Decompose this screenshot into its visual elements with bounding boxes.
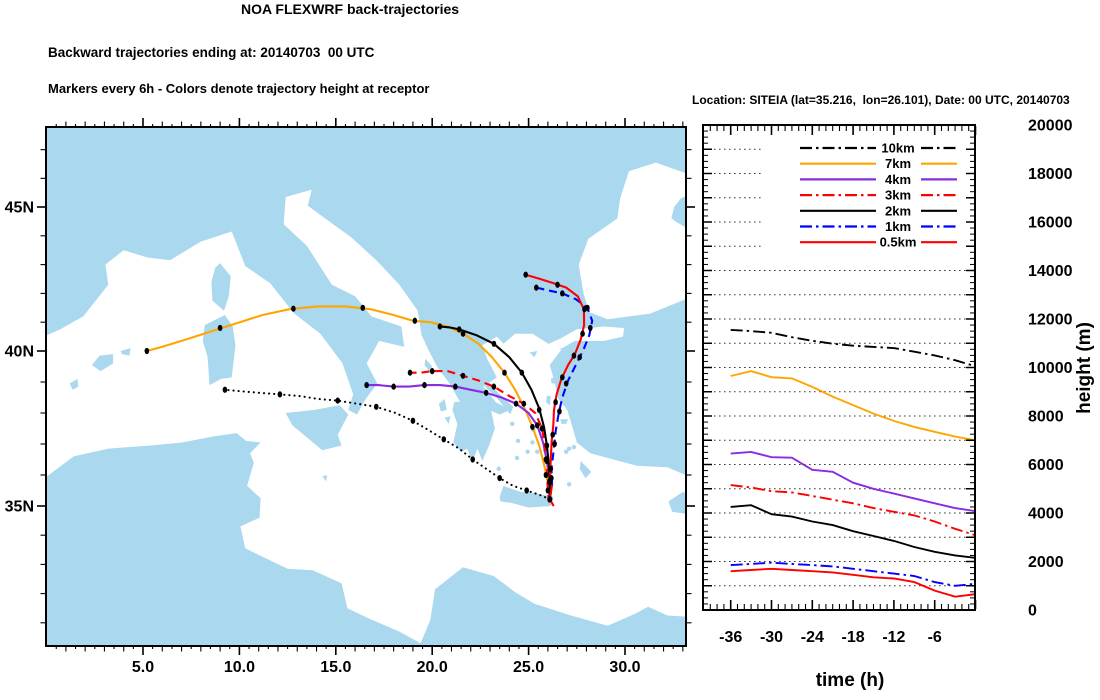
map-panel xyxy=(46,127,686,646)
height-tick-label: 18000 xyxy=(1028,166,1073,183)
map-lon-tick-label: 5.0 xyxy=(132,659,154,676)
legend-label-3km: 3km xyxy=(885,188,911,203)
height-tick-label: 10000 xyxy=(1028,360,1073,377)
legend-label-10km: 10km xyxy=(881,141,914,156)
trajectory-0.5km-map xyxy=(525,273,586,500)
height-tick-label: 12000 xyxy=(1028,312,1073,329)
legend-label-1km: 1km xyxy=(885,219,911,234)
height-tick-label: 4000 xyxy=(1028,506,1064,523)
series-2km xyxy=(730,504,975,559)
series-7km xyxy=(730,370,975,442)
time-tick-label: -12 xyxy=(882,629,905,646)
map-lon-tick-label: 15.0 xyxy=(320,659,351,676)
series-0.5km xyxy=(730,567,975,598)
time-tick-label: -36 xyxy=(719,629,742,646)
legend-label-0.5km: 0.5km xyxy=(880,235,917,250)
series-1km xyxy=(730,561,975,587)
height-tick-label: 8000 xyxy=(1028,409,1064,426)
time-tick-label: -30 xyxy=(760,629,783,646)
map-lon-tick-label: 10.0 xyxy=(224,659,255,676)
trajectory-1km-map xyxy=(536,286,594,500)
time-tick-label: -18 xyxy=(842,629,865,646)
legend-label-4km: 4km xyxy=(885,172,911,187)
plot-axes: -36 -30 -24 -18 -12 -6 0 2000 4000 6000 8000 10000 1… xyxy=(702,118,1073,646)
height-tick-label: 0 xyxy=(1028,603,1037,620)
map-lon-tick-label: 25.0 xyxy=(513,659,544,676)
time-tick-label: -24 xyxy=(801,629,824,646)
time-axis-title: time (h) xyxy=(815,670,885,691)
location-title: Location: SITEIA (lat=35.216, lon=26.101… xyxy=(692,93,1070,107)
height-tick-label: 2000 xyxy=(1028,554,1064,571)
map-lat-tick-label: 40N xyxy=(5,344,34,361)
map-lon-tick-label: 30.0 xyxy=(609,659,640,676)
map-axes: 5.0 10.0 15.0 20.0 25.0 30.0 35N 40N 45N xyxy=(5,118,695,676)
height-tick-label: 14000 xyxy=(1028,263,1073,280)
trajectory-markers xyxy=(144,271,593,503)
series-4km xyxy=(730,450,975,512)
height-tick-label: 16000 xyxy=(1028,215,1073,232)
gridlines xyxy=(704,148,974,587)
coastline-land xyxy=(46,127,686,646)
legend-box xyxy=(762,138,968,252)
legend-label-2km: 2km xyxy=(885,203,911,218)
height-tick-label: 20000 xyxy=(1028,118,1073,135)
height-series xyxy=(730,328,975,598)
main-title: NOA FLEXWRF back-trajectories xyxy=(240,1,460,17)
subtitle-ending-time: Backward trajectories ending at: 2014070… xyxy=(48,45,375,60)
sea-overlays xyxy=(548,162,686,350)
height-tick-label: 6000 xyxy=(1028,457,1064,474)
map-lon-tick-label: 20.0 xyxy=(417,659,448,676)
series-3km xyxy=(730,484,975,537)
subtitle-markers-info: Markers every 6h - Colors denote traject… xyxy=(48,81,430,96)
legend-label-7km: 7km xyxy=(885,156,911,171)
map-lat-tick-label: 35N xyxy=(5,499,34,516)
series-10km xyxy=(730,328,975,368)
receptor-point xyxy=(547,496,553,502)
time-tick-label: -6 xyxy=(928,629,942,646)
map-lat-tick-label: 45N xyxy=(5,200,34,217)
